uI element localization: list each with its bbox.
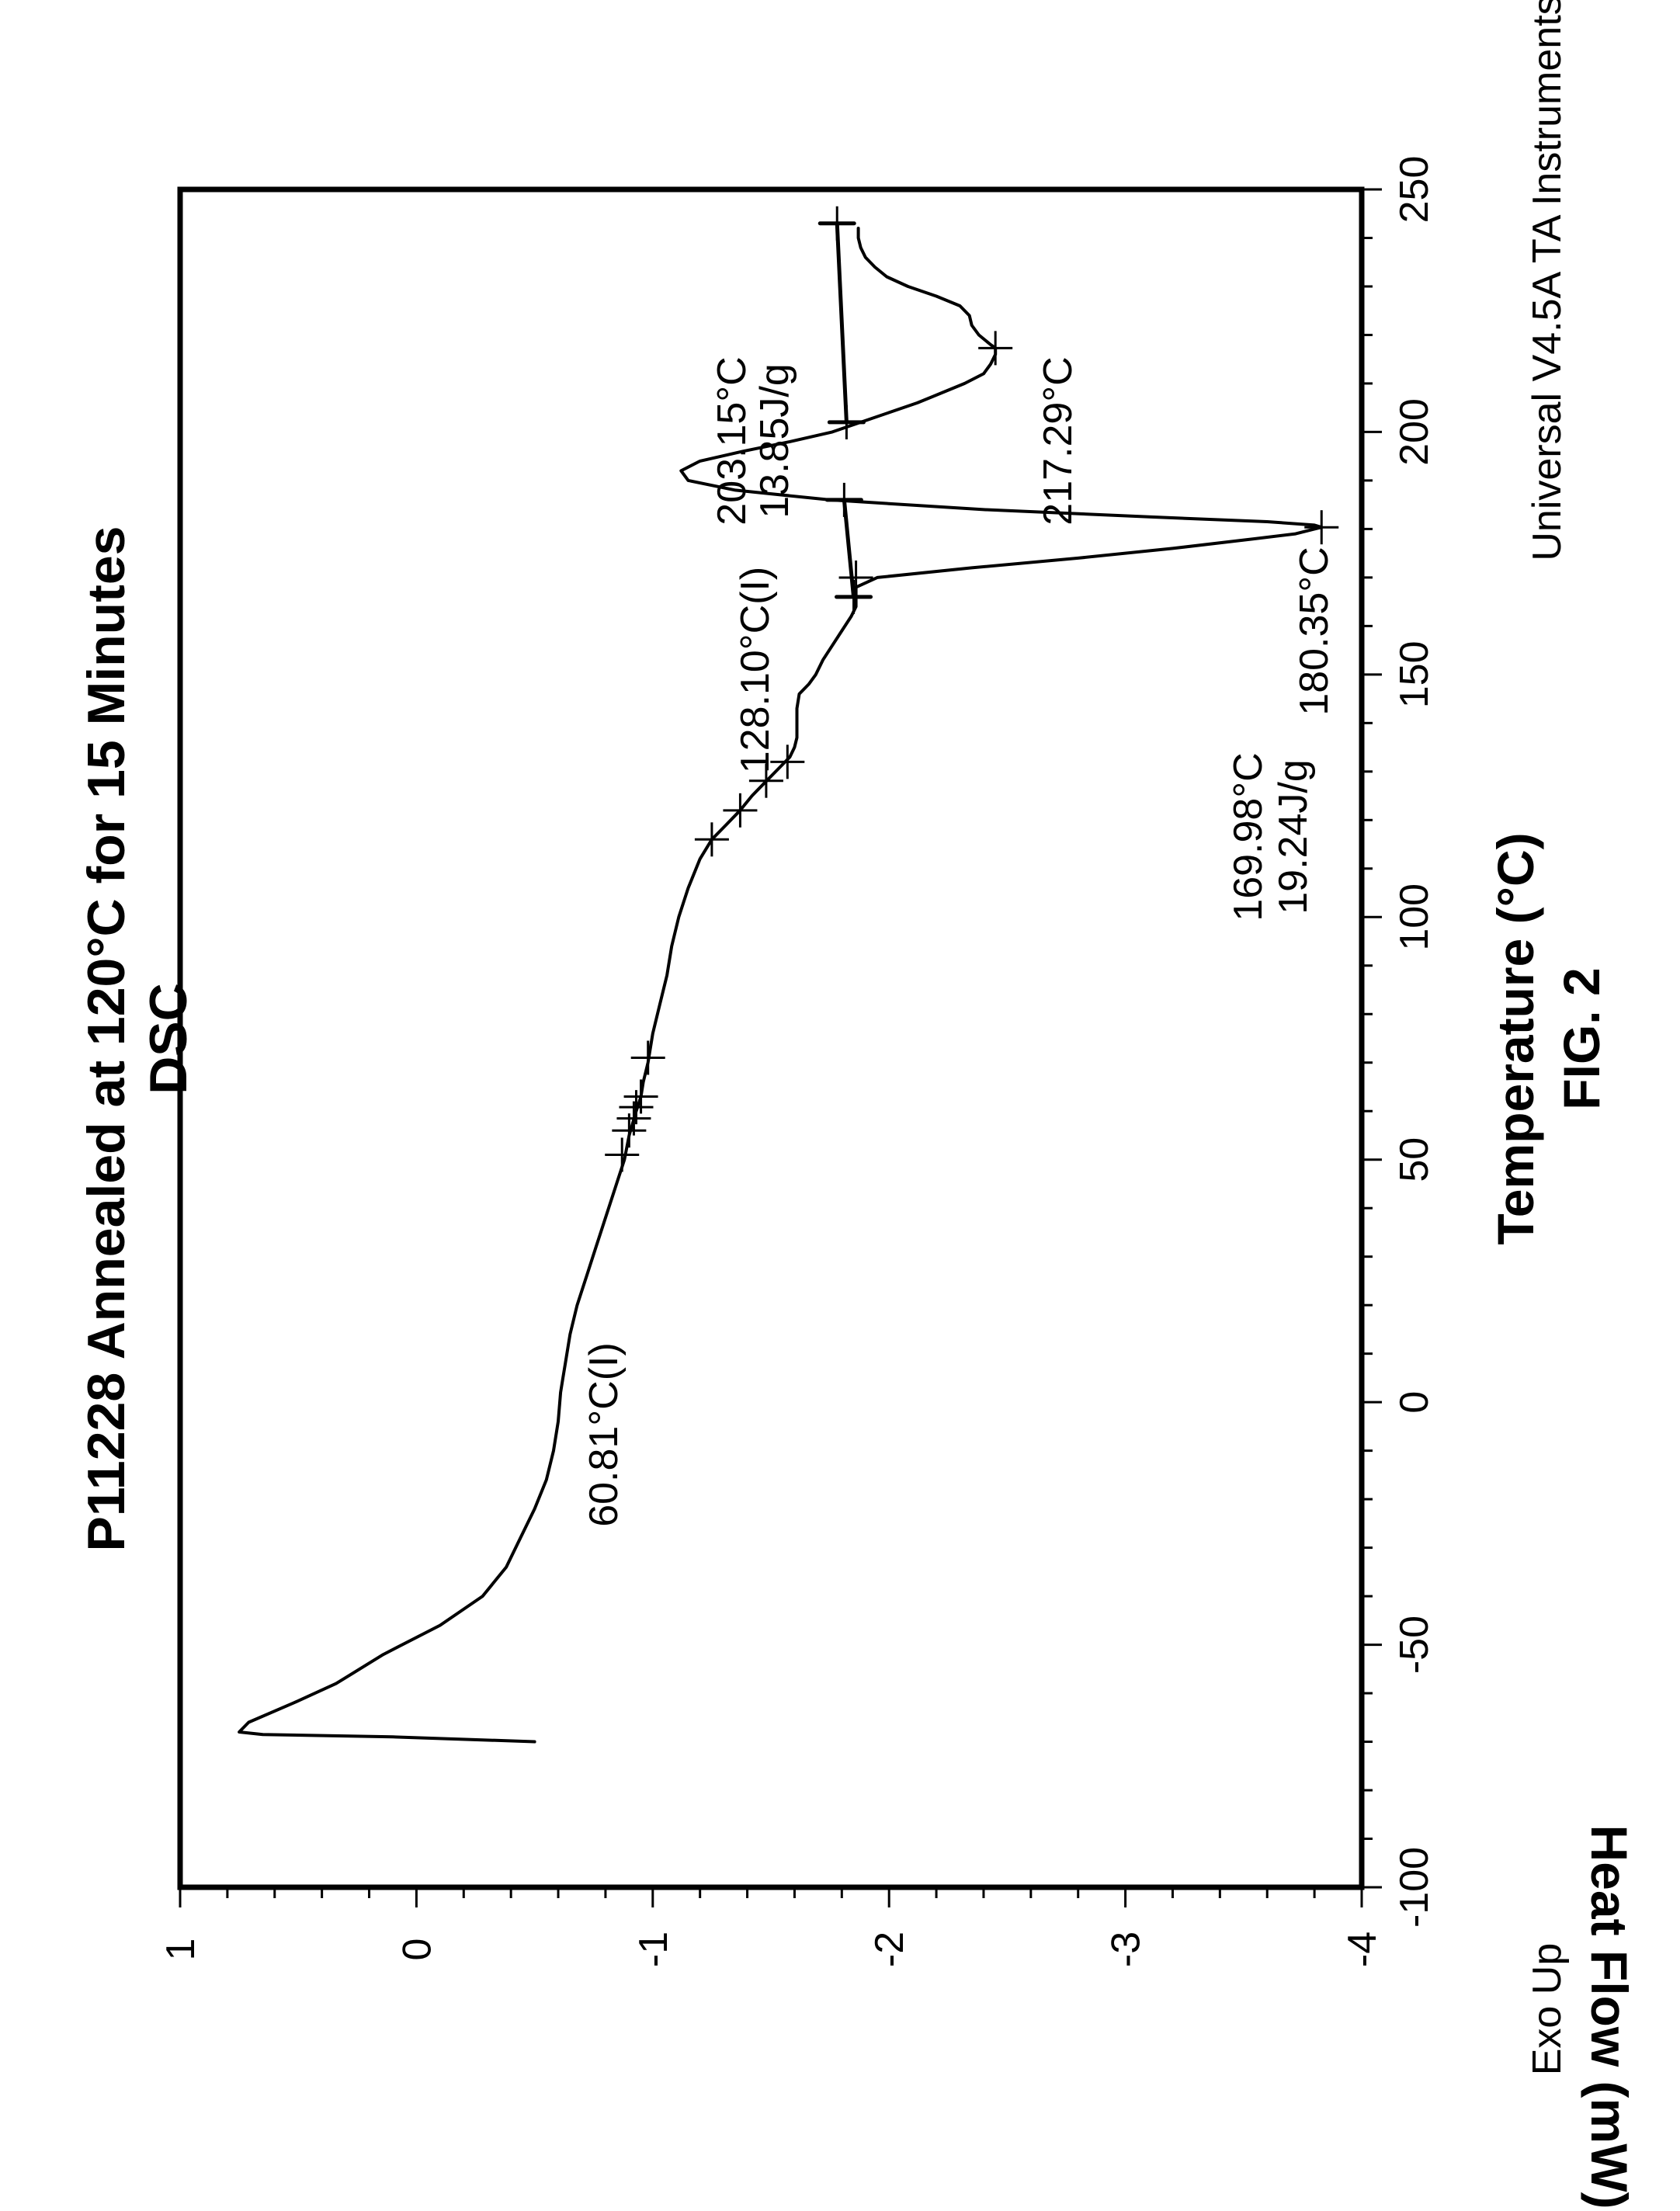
annotation-60-81: 60.81°C(I) (581, 1342, 627, 1527)
annotation-128-10: 128.10°C(I) (733, 567, 778, 773)
x-tick-label-50: 50 (1392, 1137, 1437, 1182)
exo-up-label: Exo Up (1525, 1943, 1570, 2076)
rotated-plot: 1 0 -1 -2 -3 -4 -100 -50 0 50 100 150 200 250 P11228… (77, 0, 1638, 2209)
x-tick-label-150: 150 (1392, 640, 1437, 708)
chart-subtitle: DSC (139, 983, 198, 1095)
y-axis-label: Heat Flow (mW) (1581, 1825, 1638, 2209)
y-tick-label-0: 0 (394, 1939, 439, 1961)
annotation-13-85: 13.85J/g (752, 363, 797, 519)
instrument-label: Universal V4.5A TA Instruments (1525, 0, 1570, 561)
x-tick-label--100: -100 (1392, 1847, 1437, 1928)
annotation-169-98: 169.98°C (1226, 752, 1271, 921)
annotation-180-35: 180.35°C (1292, 547, 1337, 715)
chart-title: P11228 Annealed at 120°C for 15 Minutes (77, 526, 136, 1552)
integration-baselines (820, 224, 870, 597)
x-tick-label-0: 0 (1392, 1391, 1437, 1414)
x-tick-label-100: 100 (1392, 883, 1437, 951)
y-tick-label--2: -2 (867, 1932, 912, 1967)
x-axis-label: Temperature (°C) (1487, 832, 1544, 1244)
x-tick-label--50: -50 (1392, 1616, 1437, 1674)
y-tick-label-1: 1 (158, 1939, 203, 1961)
annotation-19-24: 19.24J/g (1271, 759, 1316, 915)
annotation-217-29: 217.29°C (1036, 356, 1081, 525)
transition-marks (605, 207, 1338, 1172)
y-tick-label--1: -1 (631, 1932, 676, 1967)
y-tick-label--3: -3 (1104, 1932, 1149, 1967)
fig-label: FIG. 2 (1553, 967, 1610, 1109)
x-tick-label-200: 200 (1392, 398, 1437, 466)
y-tick-labels: 1 0 -1 -2 -3 -4 (158, 1932, 1385, 1967)
integration-baseline-1 (837, 224, 846, 422)
y-tick-label--4: -4 (1340, 1932, 1385, 1967)
annotation-203-15: 203.15°C (710, 356, 755, 525)
x-tick-labels: -100 -50 0 50 100 150 200 250 (1392, 156, 1437, 1928)
integration-baseline-0 (844, 500, 853, 597)
x-tick-label-250: 250 (1392, 156, 1437, 224)
